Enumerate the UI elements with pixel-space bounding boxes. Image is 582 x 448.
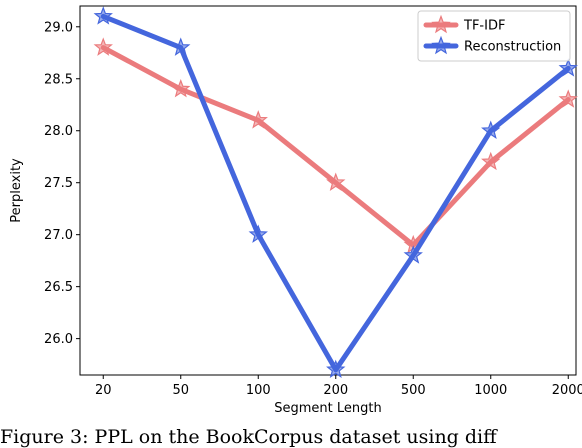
legend: TF-IDF Reconstruction	[417, 10, 571, 62]
series-line	[100, 45, 571, 248]
legend-marker	[431, 35, 451, 55]
data-point	[403, 245, 423, 264]
series-reconstruction	[93, 6, 578, 379]
figure-caption: Figure 3: PPL on the BookCorpus dataset …	[0, 426, 497, 448]
data-point	[558, 58, 578, 77]
series-tf-idf	[93, 37, 578, 254]
plot-frame	[79, 5, 577, 376]
data-point	[558, 89, 578, 108]
data-point	[248, 224, 268, 243]
x-tick-label: 200	[323, 383, 348, 398]
data-point	[248, 110, 268, 129]
x-tick-label: 50	[172, 383, 189, 398]
data-point	[93, 6, 113, 25]
legend-marker	[431, 14, 451, 34]
legend-label: Reconstruction	[464, 40, 561, 55]
data-point	[326, 359, 346, 379]
data-point	[481, 151, 501, 171]
x-tick-label: 2000	[552, 383, 582, 398]
line-chart: 20 50 100 200 500 1000 2000 26.0 26.5 27.0 27.5 28.…	[9, 5, 582, 416]
x-tick-label: 100	[246, 383, 271, 398]
y-tick-label: 27.0	[44, 228, 73, 243]
y-tick-label: 29.0	[44, 20, 73, 35]
x-tick-label: 20	[95, 383, 112, 398]
series-line	[100, 13, 571, 373]
x-axis-title: Segment Length	[274, 401, 381, 416]
series-group	[93, 6, 578, 379]
legend-entry: Reconstruction	[423, 35, 561, 55]
y-tick-label: 28.5	[44, 72, 73, 87]
x-tick-label: 500	[401, 383, 426, 398]
plot-area	[79, 5, 577, 376]
data-point	[326, 172, 346, 191]
data-point	[171, 37, 191, 56]
axes: 20 50 100 200 500 1000 2000 26.0 26.5 27.0 27.5 28.…	[9, 20, 582, 416]
legend-entry: TF-IDF	[423, 14, 505, 34]
data-point	[481, 120, 501, 139]
y-tick-label: 26.5	[44, 280, 73, 295]
legend-label: TF-IDF	[463, 19, 505, 34]
y-tick-label: 28.0	[44, 124, 73, 139]
x-tick-label: 1000	[474, 383, 507, 398]
y-tick-label: 27.5	[44, 176, 73, 191]
y-tick-label: 26.0	[44, 332, 73, 347]
y-axis-title: Perplexity	[9, 158, 24, 223]
data-point	[171, 78, 191, 98]
data-point	[93, 37, 113, 56]
